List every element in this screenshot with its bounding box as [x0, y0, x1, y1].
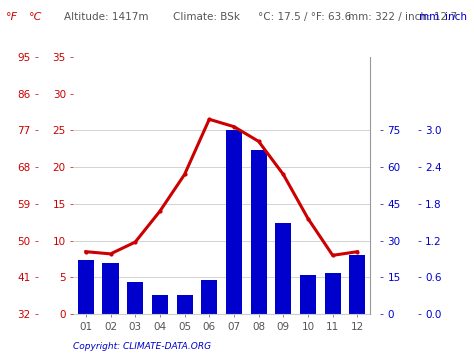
Text: mm: 322 / inch: 12.7: mm: 322 / inch: 12.7 [348, 12, 457, 22]
Bar [226, 130, 242, 314]
Text: °C: °C [29, 12, 43, 22]
Bar [201, 280, 217, 314]
Bar [275, 224, 292, 314]
Text: Climate: BSk: Climate: BSk [173, 12, 240, 22]
Text: Altitude: 1417m: Altitude: 1417m [64, 12, 148, 22]
Bar [325, 273, 341, 314]
Text: °F: °F [6, 12, 18, 22]
Text: inch: inch [445, 12, 466, 22]
Bar [78, 260, 94, 314]
Bar [251, 150, 267, 314]
Text: Copyright: CLIMATE-DATA.ORG: Copyright: CLIMATE-DATA.ORG [73, 343, 211, 351]
Bar [127, 282, 143, 314]
Bar [176, 295, 192, 314]
Bar [152, 295, 168, 314]
Bar [300, 275, 316, 314]
Text: mm: mm [419, 12, 440, 22]
Bar [102, 263, 118, 314]
Bar [349, 255, 365, 314]
Text: °C: 17.5 / °F: 63.6: °C: 17.5 / °F: 63.6 [258, 12, 352, 22]
